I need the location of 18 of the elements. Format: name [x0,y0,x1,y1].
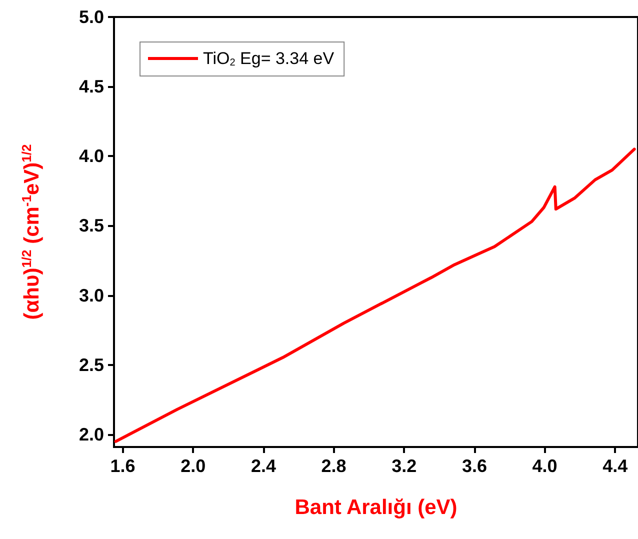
line-series [114,148,636,443]
y-tick-label: 3.5 [78,216,104,236]
y-tick-label: 2.0 [78,424,104,444]
y-tick-label: 4.5 [78,76,104,97]
x-axis-title: Bant Aralığı (eV) [294,496,458,519]
x-tick-label: 2.0 [180,456,206,476]
x-tick-label: 2.8 [321,456,346,476]
y-tick-label: 5.0 [78,7,104,27]
x-tick-label: 3.6 [462,456,487,476]
y-tick-label: 4.0 [78,146,104,166]
x-tick-label: 4.0 [532,456,558,476]
y-tick-label: 2.5 [78,354,104,375]
x-tick-label: 2.4 [250,456,276,476]
x-tick-label: 3.2 [392,456,417,476]
y-tick-label: 3.0 [78,285,104,306]
x-tick-label: 1.6 [110,456,136,476]
y-axis-title: (αhυ)1/2 (cm-1eV)1/2 [19,144,44,320]
x-tick-label: 4.4 [602,456,628,476]
